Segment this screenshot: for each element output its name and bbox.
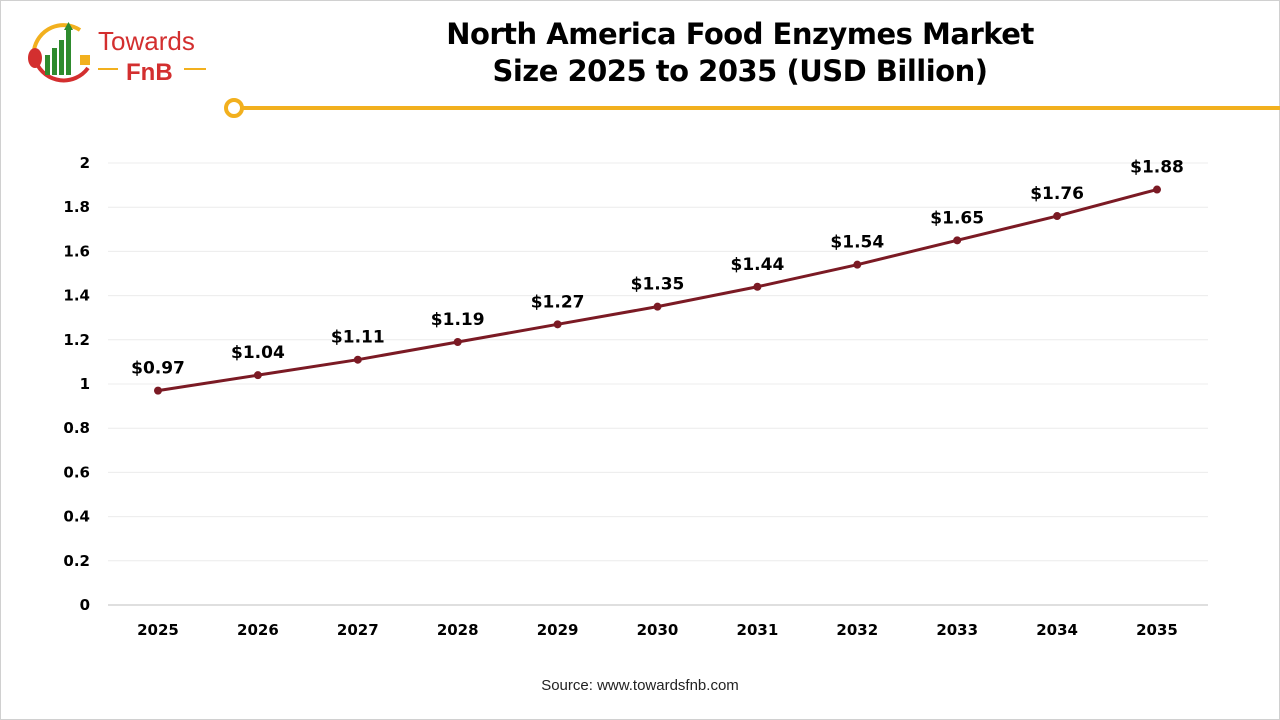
data-point (1053, 212, 1062, 221)
x-tick-label: 2031 (737, 621, 779, 639)
x-tick-label: 2029 (537, 621, 579, 639)
data-label: $1.54 (830, 233, 884, 253)
data-label: $0.97 (131, 359, 185, 379)
data-point (1153, 185, 1161, 194)
y-tick-label: 0.6 (63, 463, 90, 481)
source-note: Source: www.towardsfnb.com (541, 677, 739, 694)
data-point (653, 302, 662, 311)
x-tick-label: 2030 (637, 621, 679, 639)
data-label: $1.04 (231, 343, 285, 363)
x-tick-label: 2032 (836, 621, 878, 639)
logo-text-fnb: FnB (126, 59, 173, 86)
data-point (553, 320, 562, 329)
y-tick-label: 1 (80, 375, 90, 393)
y-tick-label: 1.2 (63, 331, 90, 349)
y-tick-label: 1.8 (63, 198, 90, 216)
y-tick-label: 0.2 (63, 552, 90, 570)
x-tick-label: 2027 (337, 621, 379, 639)
data-point (353, 355, 362, 364)
data-label: $1.19 (431, 310, 485, 330)
chart-title: North America Food Enzymes Market Size 2… (390, 16, 1090, 90)
data-label: $1.11 (331, 328, 385, 348)
data-label: $1.35 (631, 275, 685, 295)
title-line-1: North America Food Enzymes Market (446, 17, 1034, 51)
x-tick-label: 2025 (137, 621, 179, 639)
logo-text-towards: Towards (98, 26, 195, 56)
data-label: $1.88 (1130, 158, 1184, 178)
data-point (253, 371, 262, 380)
data-point (154, 386, 162, 395)
data-point (853, 260, 862, 269)
y-tick-label: 0 (80, 596, 90, 614)
x-tick-label: 2033 (936, 621, 978, 639)
data-point (453, 338, 462, 347)
data-label: $1.65 (930, 208, 984, 228)
title-rule (224, 98, 1280, 118)
y-tick-label: 0.8 (63, 419, 90, 437)
data-point (753, 282, 762, 291)
y-tick-label: 0.4 (63, 508, 90, 526)
title-line-2: Size 2025 to 2035 (USD Billion) (492, 54, 988, 88)
data-point (953, 236, 962, 245)
data-label: $1.27 (531, 292, 585, 312)
y-tick-label: 1.6 (63, 242, 90, 260)
y-tick-label: 2 (80, 154, 90, 172)
x-tick-label: 2028 (437, 621, 479, 639)
x-tick-label: 2034 (1036, 621, 1078, 639)
x-tick-label: 2026 (237, 621, 279, 639)
x-tick-label: 2035 (1136, 621, 1178, 639)
logo: Towards FnB (28, 22, 206, 86)
y-tick-label: 1.4 (63, 287, 90, 305)
data-label: $1.76 (1030, 184, 1084, 204)
data-label: $1.44 (731, 255, 785, 275)
